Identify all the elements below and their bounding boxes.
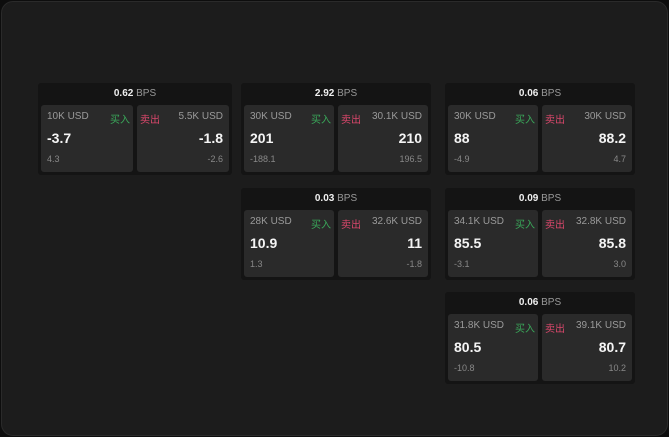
buy-card[interactable]: 30K USD 买入 201 -188.1 [244,105,334,172]
price-tile: 0.06 BPS 30K USD 买入 88 -4.9 卖出 30K USD 8… [445,83,635,175]
sell-label: 卖出 [341,115,361,126]
sell-card[interactable]: 卖出 32.8K USD 85.8 3.0 [542,210,632,277]
spread-value: 0.03 [314,193,335,204]
sell-card[interactable]: 卖出 30.1K USD 210 196.5 [338,105,428,172]
buy-card[interactable]: 10K USD 买入 -3.7 4.3 [41,105,133,172]
spread-unit: BPS [337,193,358,204]
buy-price: 201 [250,130,274,146]
buy-price: 10.9 [250,235,278,251]
sell-price: 80.7 [598,339,626,355]
spread-value: 0.06 [518,88,539,99]
buy-price: 80.5 [454,339,482,355]
buy-price: 88 [454,130,470,146]
buy-price: -3.7 [47,130,72,146]
buy-card[interactable]: 30K USD 买入 88 -4.9 [448,105,538,172]
buy-size: 34.1K USD [454,216,505,227]
spread-header: 2.92 BPS [241,83,431,105]
buy-label: 买入 [311,115,331,126]
sell-label: 卖出 [341,220,361,231]
sell-change: 196.5 [399,154,422,164]
buy-change: 4.3 [47,154,60,164]
spread-value: 0.09 [518,193,539,204]
sell-price: 11 [407,235,422,251]
buy-change: 1.3 [250,259,263,269]
buy-size: 31.8K USD [454,320,505,331]
buy-label: 买入 [515,324,535,335]
sell-price: 210 [398,130,422,146]
sell-change: 10.2 [608,363,626,373]
sell-size: 30K USD [584,111,626,122]
spread-unit: BPS [136,88,157,99]
buy-change: -188.1 [250,154,276,164]
buy-label: 买入 [515,115,535,126]
sell-card[interactable]: 卖出 39.1K USD 80.7 10.2 [542,314,632,381]
spread-value: 0.62 [113,88,134,99]
spread-header: 0.03 BPS [241,188,431,210]
sell-change: 3.0 [613,259,626,269]
spread-unit: BPS [541,88,562,99]
buy-card[interactable]: 28K USD 买入 10.9 1.3 [244,210,334,277]
spread-unit: BPS [541,297,562,308]
spread-unit: BPS [337,88,358,99]
spread-header: 0.62 BPS [38,83,232,105]
buy-size: 30K USD [250,111,292,122]
price-tile: 0.06 BPS 31.8K USD 买入 80.5 -10.8 卖出 39.1… [445,292,635,384]
sell-change: -2.6 [207,154,223,164]
sell-size: 5.5K USD [178,111,223,122]
sell-card[interactable]: 卖出 5.5K USD -1.8 -2.6 [137,105,229,172]
sell-card[interactable]: 卖出 30K USD 88.2 4.7 [542,105,632,172]
buy-label: 买入 [515,220,535,231]
sell-size: 30.1K USD [371,111,422,122]
spread-header: 0.09 BPS [445,188,635,210]
price-tile: 0.09 BPS 34.1K USD 买入 85.5 -3.1 卖出 32.8K… [445,188,635,280]
price-tile: 0.62 BPS 10K USD 买入 -3.7 4.3 卖出 5.5K USD… [38,83,232,175]
sell-label: 卖出 [545,220,565,231]
sell-size: 32.6K USD [371,216,422,227]
sell-label: 卖出 [140,115,160,126]
spread-header: 0.06 BPS [445,83,635,105]
sell-price: -1.8 [198,130,223,146]
sell-price: 85.8 [598,235,626,251]
sell-price: 88.2 [598,130,626,146]
sell-size: 32.8K USD [575,216,626,227]
buy-size: 28K USD [250,216,292,227]
buy-change: -3.1 [454,259,470,269]
buy-label: 买入 [110,115,130,126]
sell-card[interactable]: 卖出 32.6K USD 11 -1.8 [338,210,428,277]
price-tile: 2.92 BPS 30K USD 买入 201 -188.1 卖出 30.1K … [241,83,431,175]
spread-header: 0.06 BPS [445,292,635,314]
buy-change: -10.8 [454,363,475,373]
buy-size: 10K USD [47,111,89,122]
spread-unit: BPS [541,193,562,204]
buy-card[interactable]: 34.1K USD 买入 85.5 -3.1 [448,210,538,277]
sell-change: 4.7 [613,154,626,164]
sell-label: 卖出 [545,115,565,126]
sell-label: 卖出 [545,324,565,335]
buy-change: -4.9 [454,154,470,164]
price-tile: 0.03 BPS 28K USD 买入 10.9 1.3 卖出 32.6K US… [241,188,431,280]
sell-change: -1.8 [406,259,422,269]
sell-size: 39.1K USD [575,320,626,331]
buy-size: 30K USD [454,111,496,122]
buy-label: 买入 [311,220,331,231]
spread-value: 2.92 [314,88,335,99]
spread-value: 0.06 [518,297,539,308]
buy-price: 85.5 [454,235,482,251]
buy-card[interactable]: 31.8K USD 买入 80.5 -10.8 [448,314,538,381]
